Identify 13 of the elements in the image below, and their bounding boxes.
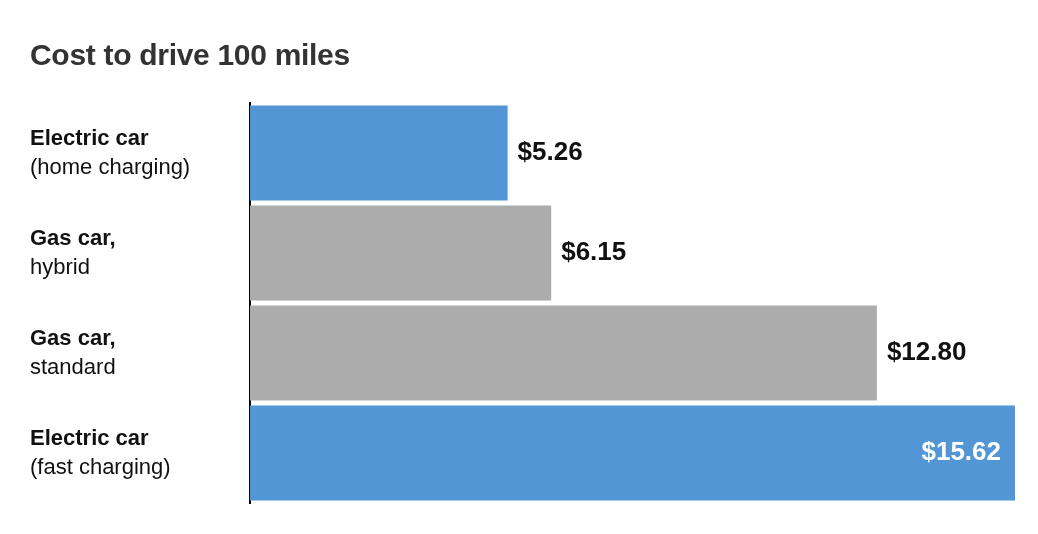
- y-tick-label: Gas car, hybrid: [30, 224, 116, 279]
- data-label: $6.15: [561, 236, 627, 267]
- y-tick-label: Electric car (fast charging): [30, 424, 171, 479]
- data-label: $5.26: [517, 136, 583, 167]
- y-tick-label: Gas car, standard: [30, 324, 116, 379]
- chart-title: Cost to drive 100 miles: [30, 38, 350, 72]
- bar: [250, 205, 552, 301]
- y-tick-label: Electric car (home charging): [30, 124, 191, 179]
- bar: [250, 305, 877, 401]
- data-label: $12.80: [886, 336, 967, 367]
- data-label: $15.62: [921, 436, 1001, 467]
- bar: [250, 105, 508, 201]
- bar: [250, 405, 1015, 501]
